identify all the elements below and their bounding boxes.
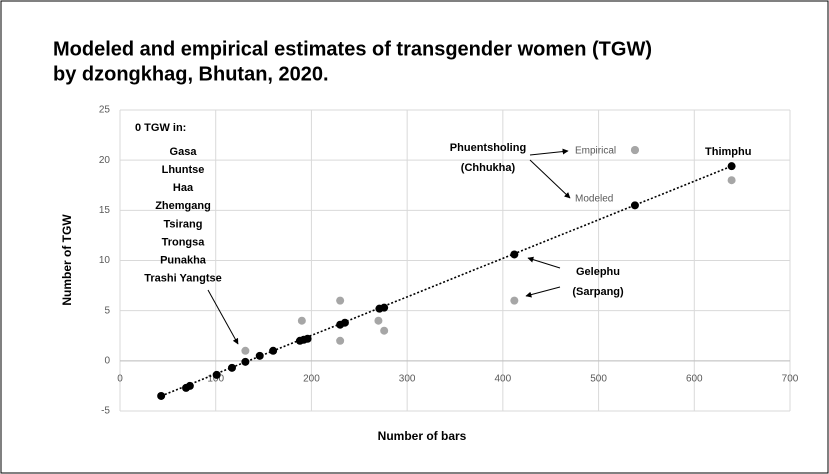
annotation: Zhemgang bbox=[155, 200, 211, 212]
annotation: Trashi Yangtse bbox=[144, 273, 221, 285]
annotation: Phuentsholing bbox=[450, 142, 526, 154]
legend-marker bbox=[631, 146, 639, 154]
point bbox=[380, 303, 389, 312]
annotation: Gelephu bbox=[576, 266, 620, 278]
y-axis-label: Number of TGW bbox=[60, 214, 74, 306]
annotation: Punakha bbox=[160, 255, 207, 267]
chart-title: Modeled and empirical estimates of trans… bbox=[53, 38, 652, 60]
point bbox=[374, 316, 383, 325]
annotation: (Sarpang) bbox=[572, 286, 624, 298]
y-tick-label: 0 bbox=[104, 355, 110, 366]
x-tick-label: 400 bbox=[495, 373, 512, 384]
point bbox=[380, 326, 389, 335]
x-tick-label: 200 bbox=[303, 373, 320, 384]
point bbox=[510, 250, 519, 259]
arrow bbox=[527, 256, 561, 269]
arrow bbox=[207, 289, 239, 345]
annotation: (Chhukha) bbox=[461, 162, 516, 174]
x-tick-label: 700 bbox=[782, 373, 799, 384]
point bbox=[185, 381, 194, 390]
annotation: Gasa bbox=[170, 146, 198, 158]
y-tick-label: 5 bbox=[104, 305, 110, 316]
point bbox=[336, 336, 345, 345]
annotation: Haa bbox=[173, 182, 194, 194]
x-tick-label: 600 bbox=[686, 373, 703, 384]
arrows bbox=[207, 148, 571, 345]
point bbox=[241, 346, 250, 355]
y-tick-label: -5 bbox=[101, 406, 110, 417]
point bbox=[336, 296, 345, 305]
y-tick-label: 15 bbox=[99, 205, 111, 216]
point bbox=[255, 351, 264, 360]
arrow bbox=[525, 286, 561, 298]
y-tick-label: 25 bbox=[99, 105, 111, 116]
y-tick-label: 20 bbox=[99, 155, 111, 166]
annotation: 0 TGW in: bbox=[135, 122, 186, 134]
arrow bbox=[529, 159, 571, 199]
point bbox=[727, 176, 736, 185]
point bbox=[269, 346, 278, 355]
point bbox=[630, 201, 639, 210]
chart-title: by dzongkhag, Bhutan, 2020. bbox=[53, 63, 329, 85]
point bbox=[340, 318, 349, 327]
x-tick-label: 100 bbox=[207, 373, 224, 384]
point bbox=[297, 316, 306, 325]
x-tick-label: 500 bbox=[590, 373, 607, 384]
point bbox=[727, 162, 736, 171]
point bbox=[510, 296, 519, 305]
x-axis-label: Number of bars bbox=[378, 429, 467, 443]
annotation: Lhuntse bbox=[162, 164, 205, 176]
annotation: Thimphu bbox=[705, 146, 751, 158]
x-tick-label: 300 bbox=[399, 373, 416, 384]
annotation: Tsirang bbox=[164, 218, 203, 230]
point bbox=[157, 391, 166, 400]
annotation: Trongsa bbox=[162, 236, 206, 248]
point bbox=[303, 334, 312, 343]
arrow bbox=[529, 148, 569, 156]
point bbox=[241, 357, 250, 366]
legend-label: Modeled bbox=[575, 194, 613, 205]
x-tick-label: 0 bbox=[117, 373, 123, 384]
point bbox=[212, 370, 221, 379]
point bbox=[227, 363, 236, 372]
legend-label: Empirical bbox=[575, 146, 616, 157]
y-tick-label: 10 bbox=[99, 255, 111, 266]
